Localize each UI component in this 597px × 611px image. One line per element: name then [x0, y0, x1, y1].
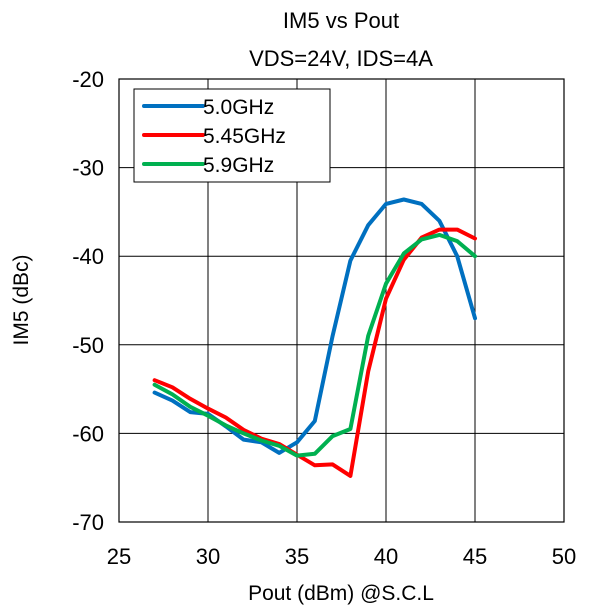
y-axis-label: IM5 (dBc)	[10, 254, 33, 345]
x-tick-label: 25	[107, 544, 131, 569]
legend-label: 5.45GHz	[203, 125, 286, 148]
x-axis-tick-labels: 25 30 35 40 45 50	[107, 544, 576, 569]
y-tick-label: -50	[72, 333, 104, 358]
y-tick-label: -20	[72, 67, 104, 92]
legend: 5.0GHz 5.45GHz 5.9GHz	[133, 88, 331, 183]
x-tick-label: 30	[196, 544, 220, 569]
x-tick-label: 45	[463, 544, 487, 569]
y-tick-label: -40	[72, 244, 104, 269]
legend-label: 5.0GHz	[203, 96, 274, 119]
x-axis-label: Pout (dBm) @S.C.L	[248, 582, 434, 605]
legend-entries: 5.0GHz 5.45GHz 5.9GHz	[142, 96, 286, 177]
y-tick-label: -60	[72, 421, 104, 446]
series-lines	[152, 197, 477, 478]
chart-subtitle: VDS=24V, IDS=4A	[249, 46, 433, 71]
chart-title: IM5 vs Pout	[283, 8, 399, 33]
x-tick-label: 50	[552, 544, 576, 569]
y-axis-tick-labels: -20 -30 -40 -50 -60 -70	[72, 67, 104, 535]
legend-label: 5.9GHz	[203, 154, 274, 177]
y-tick-label: -70	[72, 510, 104, 535]
x-tick-label: 35	[285, 544, 309, 569]
plot-area-frame	[118, 78, 565, 523]
y-tick-label: -30	[72, 156, 104, 181]
series-line-5-45ghz	[152, 227, 477, 478]
series-line-5-9ghz	[152, 232, 477, 458]
x-tick-label: 40	[374, 544, 398, 569]
